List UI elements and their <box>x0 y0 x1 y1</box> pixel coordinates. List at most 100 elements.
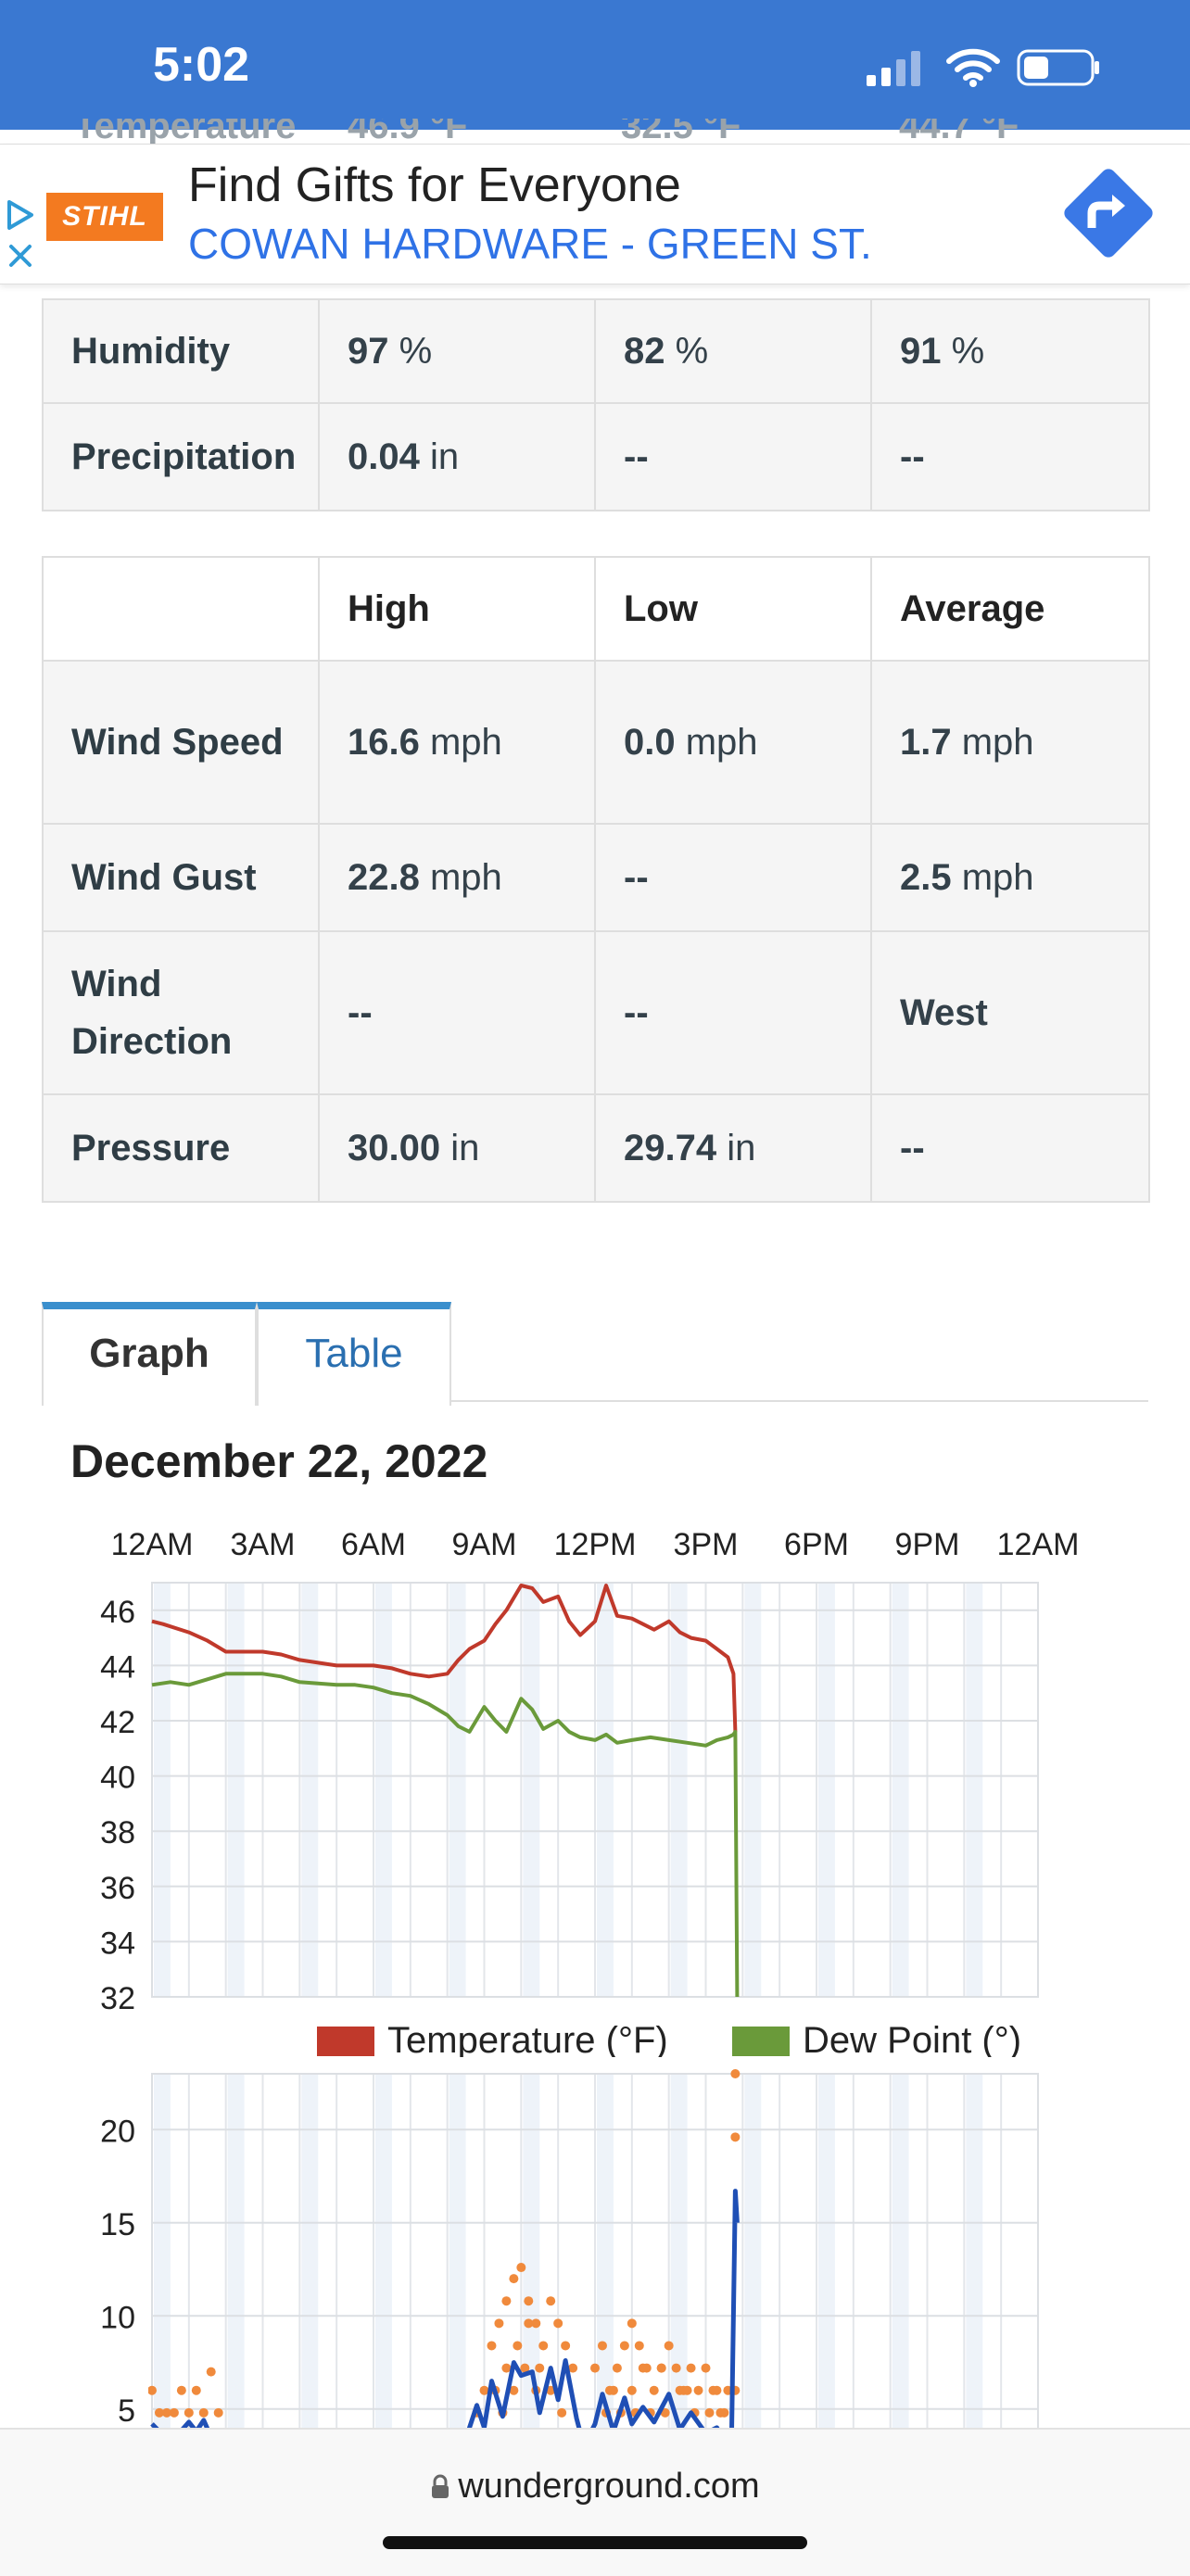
y-tick-label: 15 <box>100 2207 135 2242</box>
grid-band <box>449 1583 466 1997</box>
row-label: Wind Direction <box>42 930 320 1095</box>
wind-gust-point <box>656 2363 666 2373</box>
wind-gust-point <box>161 2407 171 2418</box>
wind-gust-point <box>704 2407 715 2418</box>
battery-icon <box>1017 49 1099 86</box>
cell-average: -- <box>870 1093 1150 1203</box>
status-icons <box>865 48 1102 87</box>
series-line-dew-point <box>151 1672 740 1998</box>
chart-date-heading: December 22, 2022 <box>70 1435 488 1487</box>
wind-gust-point <box>671 2363 681 2373</box>
directions-icon[interactable] <box>1057 161 1160 265</box>
wind-gust-point <box>701 2363 711 2373</box>
wind-gust-point <box>176 2385 186 2395</box>
y-tick-label: 34 <box>100 1926 135 1961</box>
y-tick-label: 38 <box>100 1815 135 1850</box>
row-label: Humidity <box>42 298 320 404</box>
wind-gust-point <box>597 2341 607 2351</box>
table-row: Wind Gust 22.8 mph -- 2.5 mph <box>42 823 1150 932</box>
wind-gust-point <box>206 2367 216 2377</box>
ad-advertiser[interactable]: COWAN HARDWARE - GREEN ST. <box>188 220 872 268</box>
wind-gust-point <box>608 2385 618 2395</box>
plot-frame <box>151 1582 1039 1998</box>
cell-low: 29.74 in <box>594 1093 872 1203</box>
legend-label: Dew Point (°) <box>803 2020 1021 2057</box>
grid-band <box>817 1583 835 1997</box>
wind-chart: 5 10 15 20 <box>100 2069 1039 2428</box>
cell-low: -- <box>594 402 872 511</box>
ad-banner[interactable]: STIHL Find Gifts for Everyone COWAN HARD… <box>0 144 1190 284</box>
grid-band <box>523 2074 540 2428</box>
cell-average: 1.7 mph <box>870 660 1150 825</box>
wind-gust-point <box>524 2318 534 2329</box>
header-low: Low <box>594 556 872 662</box>
tab-graph[interactable]: Graph <box>42 1302 257 1406</box>
table-header-row: High Low Average <box>42 556 1150 662</box>
wind-gust-point <box>494 2318 504 2329</box>
x-tick-label: 3PM <box>674 1527 739 1562</box>
grid-band <box>892 1583 909 1997</box>
header-empty <box>42 556 320 662</box>
lock-icon <box>432 2474 449 2498</box>
legend-swatch <box>732 2027 790 2056</box>
wind-gust-point <box>198 2407 209 2418</box>
grid-band <box>153 2074 171 2428</box>
x-tick-label: 9PM <box>895 1527 960 1562</box>
tab-table[interactable]: Table <box>257 1302 451 1406</box>
grid-band <box>153 1583 171 1997</box>
y-tick-label: 32 <box>100 1981 135 2016</box>
view-tabs: Graph Table <box>42 1302 1148 1406</box>
peek-high: 46.9 °F <box>348 119 468 146</box>
wind-gust-point <box>148 2385 157 2395</box>
wind-gust-point <box>524 2296 534 2306</box>
wind-gust-point <box>538 2341 549 2351</box>
x-tick-label: 3AM <box>231 1527 296 1562</box>
wind-gust-point <box>649 2385 659 2395</box>
wind-gust-point <box>553 2318 563 2329</box>
cell-high: 16.6 mph <box>318 660 596 825</box>
grid-band <box>374 1583 392 1997</box>
wifi-icon <box>946 48 1000 87</box>
wind-gust-point <box>509 2274 519 2284</box>
x-tick-label: 12AM <box>111 1527 194 1562</box>
wind-gust-point <box>513 2341 523 2351</box>
wind-gust-point <box>719 2407 729 2418</box>
cell-low: -- <box>594 823 872 932</box>
wind-gust-point <box>213 2407 223 2418</box>
x-tick-label: 6PM <box>784 1527 849 1562</box>
wind-table: High Low Average Wind Speed 16.6 mph 0.0… <box>42 556 1150 1203</box>
url-text[interactable]: wunderground.com <box>0 2467 1190 2507</box>
y-tick-label: 20 <box>100 2114 135 2149</box>
url-label: wunderground.com <box>458 2467 760 2506</box>
cell-average: -- <box>870 402 1150 511</box>
wind-gust-point <box>664 2341 674 2351</box>
x-tick-label: 12AM <box>997 1527 1080 1562</box>
y-tick-label: 42 <box>100 1705 135 1740</box>
row-label: Precipitation <box>42 402 320 511</box>
cell-high: 0.04 in <box>318 402 596 511</box>
table-row: Wind Direction -- -- West <box>42 930 1150 1095</box>
grid-band <box>596 2074 614 2428</box>
peek-low: 32.5 °F <box>621 119 741 146</box>
cell-high: 30.00 in <box>318 1093 596 1203</box>
row-label: Wind Speed <box>42 660 320 825</box>
browser-url-bar[interactable]: wunderground.com <box>0 2428 1190 2576</box>
wind-gust-point <box>509 2385 519 2395</box>
x-tick-label: 6AM <box>341 1527 406 1562</box>
y-tick-label: 5 <box>118 2393 135 2428</box>
wind-gust-point <box>675 2385 685 2395</box>
grid-band <box>966 1583 983 1997</box>
stihl-logo: STIHL <box>46 193 163 241</box>
grid-band <box>596 1583 614 1997</box>
grid-band <box>301 1583 319 1997</box>
ad-choices-icon[interactable] <box>4 198 37 272</box>
wind-gust-point <box>516 2263 526 2273</box>
wind-gust-point <box>501 2363 512 2373</box>
y-tick-label: 40 <box>100 1761 135 1796</box>
wind-gust-point <box>479 2385 489 2395</box>
grid-band <box>892 2074 909 2428</box>
wind-gust-point <box>535 2363 545 2373</box>
ad-headline[interactable]: Find Gifts for Everyone <box>188 158 681 212</box>
wind-gust-point <box>619 2341 629 2351</box>
grid-band <box>744 1583 762 1997</box>
